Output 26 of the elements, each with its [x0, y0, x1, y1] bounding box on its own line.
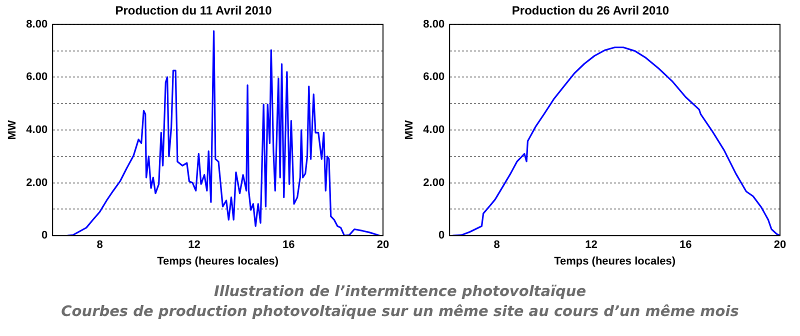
- y-tick-label: 6.00: [26, 71, 48, 84]
- x-tick-label: 8: [96, 239, 103, 252]
- y-tick-label: 2.00: [26, 176, 48, 189]
- x-tick-label: 16: [282, 239, 295, 252]
- text: Illustration de l’intermittence photovoltaïque: [212, 283, 588, 302]
- x-tick-label: 20: [376, 239, 390, 252]
- x-tick-label: 12: [585, 239, 598, 252]
- chart-title: Production du 26 Avril 2010: [512, 4, 670, 18]
- x-tick-label: 8: [494, 239, 500, 252]
- y-tick-label: 4.00: [423, 124, 445, 136]
- y-tick-label: 2.00: [423, 176, 445, 189]
- y-tick-label: 8.00: [423, 18, 445, 30]
- y-tick-label: 6.00: [423, 71, 445, 84]
- chart-title: Production du 11 Avril 2010: [115, 4, 272, 18]
- y-tick-label: 0: [41, 230, 48, 242]
- x-tick-label: 12: [188, 239, 200, 252]
- y-tick-label: 8.00: [26, 18, 48, 30]
- x-axis-title: Temps (heures locales): [157, 255, 279, 268]
- x-tick-label: 16: [679, 239, 692, 252]
- y-tick-label: 0: [438, 230, 445, 242]
- y-tick-label: 4.00: [26, 124, 48, 136]
- text: Courbes de production photovoltaïque sur un même site au cours d’un même mois: [60, 303, 740, 322]
- y-axis-title: MW: [6, 120, 19, 140]
- x-tick-label: 20: [774, 239, 786, 252]
- y-axis-title: MW: [404, 120, 416, 140]
- x-axis-title: Temps (heures locales): [554, 255, 676, 268]
